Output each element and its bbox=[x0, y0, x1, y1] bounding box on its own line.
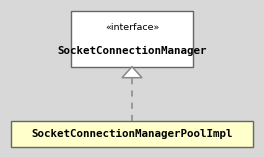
Text: SocketConnectionManager: SocketConnectionManager bbox=[57, 46, 207, 56]
Text: «interface»: «interface» bbox=[105, 23, 159, 32]
Polygon shape bbox=[122, 67, 142, 78]
Bar bbox=[11, 121, 253, 147]
Text: SocketConnectionManagerPoolImpl: SocketConnectionManagerPoolImpl bbox=[31, 129, 233, 139]
Bar bbox=[71, 11, 193, 67]
